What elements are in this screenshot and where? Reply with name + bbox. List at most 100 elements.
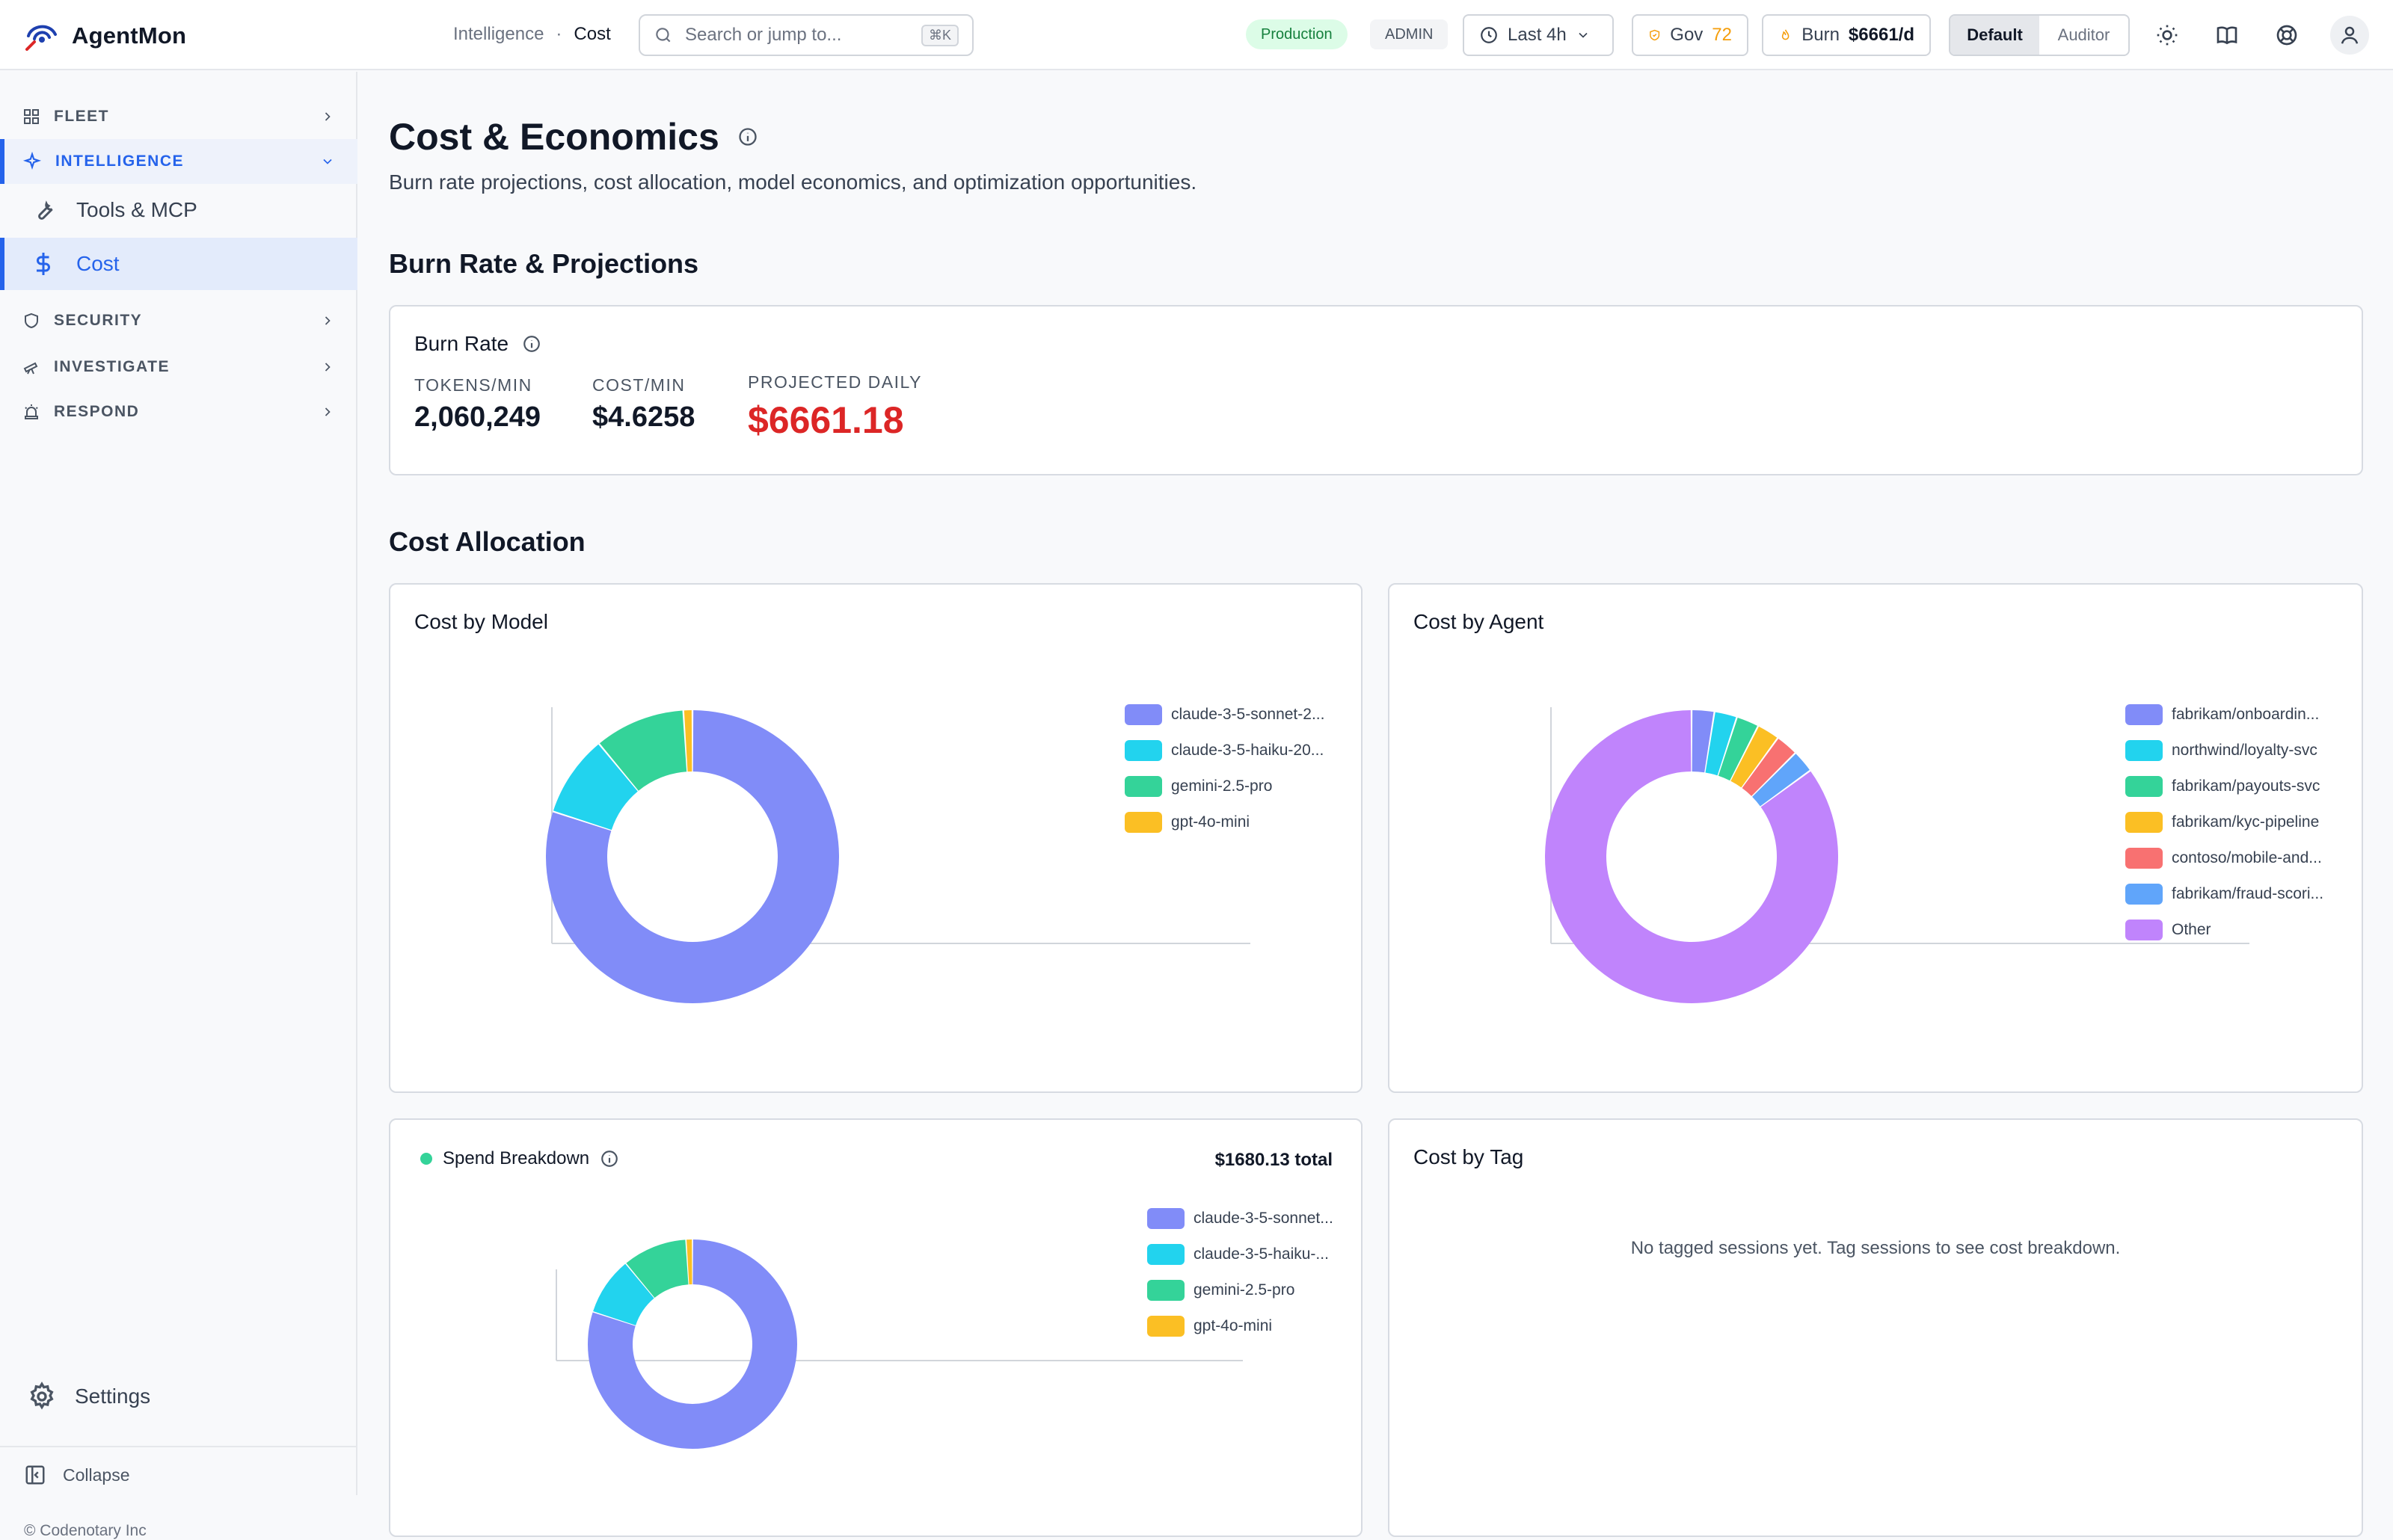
donut-slice-4[interactable] xyxy=(686,1239,692,1285)
book-icon xyxy=(2217,26,2237,45)
sidebar-divider xyxy=(0,1446,357,1447)
legend-label: claude-3-5-sonnet... xyxy=(1194,1210,1333,1227)
user-avatar[interactable] xyxy=(2330,16,2369,55)
app-logo[interactable]: AgentMon xyxy=(24,19,186,52)
donut-slice-4[interactable] xyxy=(1730,726,1778,788)
docs-button[interactable] xyxy=(2212,20,2242,50)
sidebar-group-security[interactable]: SECURITY xyxy=(0,298,357,343)
sidebar-group-investigate[interactable]: INVESTIGATE xyxy=(0,345,357,389)
collapse-label: Collapse xyxy=(63,1464,130,1485)
flame-icon xyxy=(1781,29,1790,40)
donut-slice-7[interactable] xyxy=(1545,710,1838,1003)
shield-check-icon xyxy=(1650,29,1660,41)
legend-item[interactable]: gemini-2.5-pro xyxy=(1125,769,1324,804)
legend-item[interactable]: claude-3-5-haiku-... xyxy=(1147,1236,1333,1272)
card-title-text: Burn Rate xyxy=(414,332,509,355)
legend-label: fabrikam/kyc-pipeline xyxy=(2172,813,2320,831)
governance-score-button[interactable]: Gov 72 xyxy=(1632,14,1748,56)
view-mode-toggle: Default Auditor xyxy=(1949,14,2130,56)
donut-slice-1[interactable] xyxy=(1692,710,1714,773)
sidebar-group-intelligence[interactable]: INTELLIGENCE xyxy=(0,139,357,184)
legend-label: claude-3-5-haiku-... xyxy=(1194,1245,1329,1263)
metric-tokens-per-min: TOKENS/MIN 2,060,249 xyxy=(414,375,541,434)
breadcrumb-current: Cost xyxy=(574,24,611,44)
info-icon[interactable] xyxy=(600,1149,619,1168)
legend-item[interactable]: claude-3-5-sonnet-2... xyxy=(1125,697,1324,733)
cost-by-agent-chart xyxy=(1545,707,2249,1003)
donut-slice-4[interactable] xyxy=(684,710,692,772)
role-badge: ADMIN xyxy=(1370,19,1449,49)
donut-slice-2[interactable] xyxy=(553,744,638,831)
metric-label: TOKENS/MIN xyxy=(414,375,532,395)
settings-label: Settings xyxy=(75,1385,151,1408)
metric-projected-daily: PROJECTED DAILY $6661.18 xyxy=(748,372,922,442)
legend-item[interactable]: Other xyxy=(2125,912,2323,948)
allocation-section-heading: Cost Allocation xyxy=(389,526,586,557)
gov-score: 72 xyxy=(1712,25,1732,45)
collapse-sidebar-button[interactable]: Collapse xyxy=(24,1464,130,1486)
cost-by-tag-card: Cost by Tag No tagged sessions yet. Tag … xyxy=(1388,1118,2363,1537)
donut-slice-3[interactable] xyxy=(626,1239,689,1299)
metric-value: $4.6258 xyxy=(592,401,695,433)
card-title: Cost by Agent xyxy=(1413,610,1544,633)
donut-slice-5[interactable] xyxy=(1742,739,1795,796)
sidebar-item-label: Tools & MCP xyxy=(76,198,197,221)
donut-slice-3[interactable] xyxy=(1718,717,1757,781)
chevron-right-icon xyxy=(325,407,331,416)
settings-link[interactable]: Settings xyxy=(27,1382,150,1411)
donut-slice-1[interactable] xyxy=(588,1239,797,1449)
info-icon[interactable] xyxy=(522,334,541,354)
legend-item[interactable]: gpt-4o-mini xyxy=(1125,804,1324,840)
view-mode-default[interactable]: Default xyxy=(1950,16,2039,55)
legend-item[interactable]: claude-3-5-haiku-20... xyxy=(1125,733,1324,769)
user-icon xyxy=(2341,26,2359,44)
status-dot xyxy=(420,1153,432,1165)
sidebar-group-label: INTELLIGENCE xyxy=(55,153,185,170)
theme-toggle-button[interactable] xyxy=(2152,20,2182,50)
donut-slice-1[interactable] xyxy=(546,710,839,1003)
spend-breakdown-chart xyxy=(556,1239,1243,1449)
legend-item[interactable]: fabrikam/payouts-svc xyxy=(2125,769,2323,804)
sidebar-item-tools-mcp[interactable]: Tools & MCP xyxy=(0,184,357,236)
metric-value: $6661.18 xyxy=(748,399,904,441)
legend-label: gemini-2.5-pro xyxy=(1194,1281,1295,1299)
sidebar-group-fleet[interactable]: FLEET xyxy=(0,94,357,139)
legend-item[interactable]: northwind/loyalty-svc xyxy=(2125,733,2323,769)
legend-item[interactable]: claude-3-5-sonnet... xyxy=(1147,1201,1333,1236)
card-title-text: Spend Breakdown xyxy=(443,1148,590,1168)
donut-slice-3[interactable] xyxy=(599,710,687,791)
search-input[interactable]: Search or jump to... ⌘K xyxy=(639,14,974,56)
legend-item[interactable]: fabrikam/fraud-scori... xyxy=(2125,876,2323,912)
sidebar-item-cost[interactable]: Cost xyxy=(0,238,357,290)
info-icon[interactable] xyxy=(737,126,758,147)
legend-item[interactable]: fabrikam/kyc-pipeline xyxy=(2125,804,2323,840)
lifebuoy-icon xyxy=(2276,25,2297,46)
legend-item[interactable]: fabrikam/onboardin... xyxy=(2125,697,2323,733)
breadcrumb-section[interactable]: Intelligence xyxy=(453,24,544,44)
legend-item[interactable]: gemini-2.5-pro xyxy=(1147,1272,1333,1308)
cost-by-model-legend: claude-3-5-sonnet-2... claude-3-5-haiku-… xyxy=(1125,697,1324,840)
donut-slice-2[interactable] xyxy=(1705,712,1736,776)
chevron-down-icon xyxy=(1579,32,1588,38)
grid-icon xyxy=(24,109,39,124)
metric-value: 2,060,249 xyxy=(414,401,541,433)
legend-item[interactable]: gpt-4o-mini xyxy=(1147,1308,1333,1344)
legend-swatch xyxy=(2125,812,2163,833)
gov-label: Gov xyxy=(1670,25,1704,45)
view-mode-auditor[interactable]: Auditor xyxy=(2057,25,2110,44)
donut-slice-2[interactable] xyxy=(593,1263,654,1325)
donut-slice-6[interactable] xyxy=(1752,754,1810,807)
sidebar-group-label: SECURITY xyxy=(54,312,143,329)
sidebar-group-respond[interactable]: RESPOND xyxy=(0,389,357,434)
help-button[interactable] xyxy=(2272,20,2302,50)
wrench-icon xyxy=(38,200,53,220)
page-header: Cost & Economics xyxy=(389,115,758,158)
time-range-select[interactable]: Last 4h xyxy=(1463,14,1614,56)
burn-rate-button[interactable]: Burn $6661/d xyxy=(1762,14,1931,56)
metric-label: PROJECTED DAILY xyxy=(748,372,922,392)
legend-item[interactable]: contoso/mobile-and... xyxy=(2125,840,2323,876)
legend-swatch xyxy=(2125,704,2163,725)
legend-swatch xyxy=(1125,740,1162,761)
legend-swatch xyxy=(1125,812,1162,833)
legend-swatch xyxy=(2125,848,2163,869)
